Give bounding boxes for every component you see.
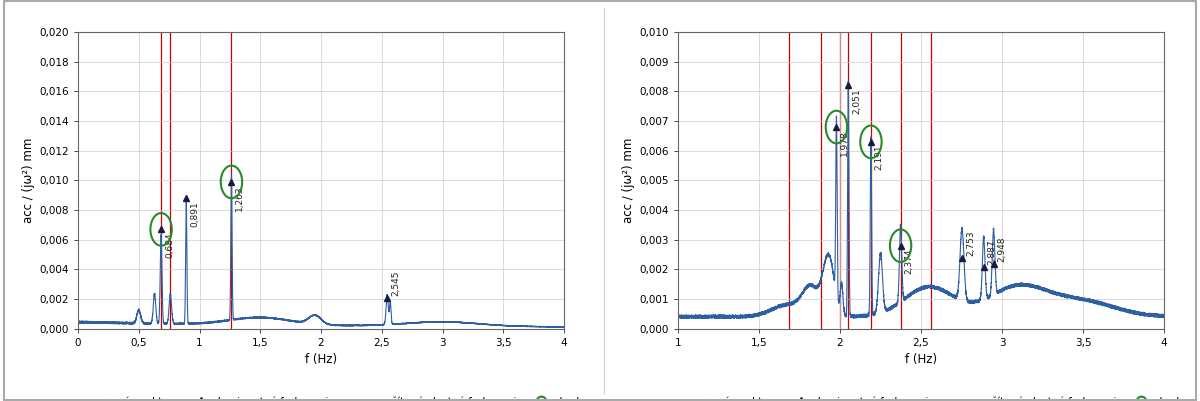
Y-axis label: acc / (jω²) mm: acc / (jω²) mm bbox=[22, 138, 35, 223]
Text: 1,978: 1,978 bbox=[840, 130, 850, 156]
X-axis label: f (Hz): f (Hz) bbox=[305, 353, 337, 367]
Text: 1,263: 1,263 bbox=[235, 185, 245, 211]
Y-axis label: acc / (jω²) mm: acc / (jω²) mm bbox=[623, 138, 635, 223]
Text: 2,374: 2,374 bbox=[905, 249, 913, 274]
Text: 2,191: 2,191 bbox=[875, 145, 884, 170]
X-axis label: f (Hz): f (Hz) bbox=[905, 353, 937, 367]
Text: 2,887: 2,887 bbox=[988, 239, 996, 265]
Text: 0,684: 0,684 bbox=[164, 233, 174, 258]
Text: 2,545: 2,545 bbox=[391, 271, 400, 296]
Text: 0,891: 0,891 bbox=[190, 201, 199, 227]
Text: 2,051: 2,051 bbox=[852, 89, 862, 114]
Legend: namerané spektrum, dominantné frekvencie, vypočítané vlastné frekvencie, zhoda: namerané spektrum, dominantné frekvencie… bbox=[52, 392, 590, 401]
Legend: namerané spektrum, dominantné frekvencie, vypočítané vlastné frekvencie, zhoda: namerané spektrum, dominantné frekvencie… bbox=[652, 392, 1190, 401]
Text: 2,948: 2,948 bbox=[997, 237, 1007, 262]
Text: 2,753: 2,753 bbox=[966, 231, 974, 256]
